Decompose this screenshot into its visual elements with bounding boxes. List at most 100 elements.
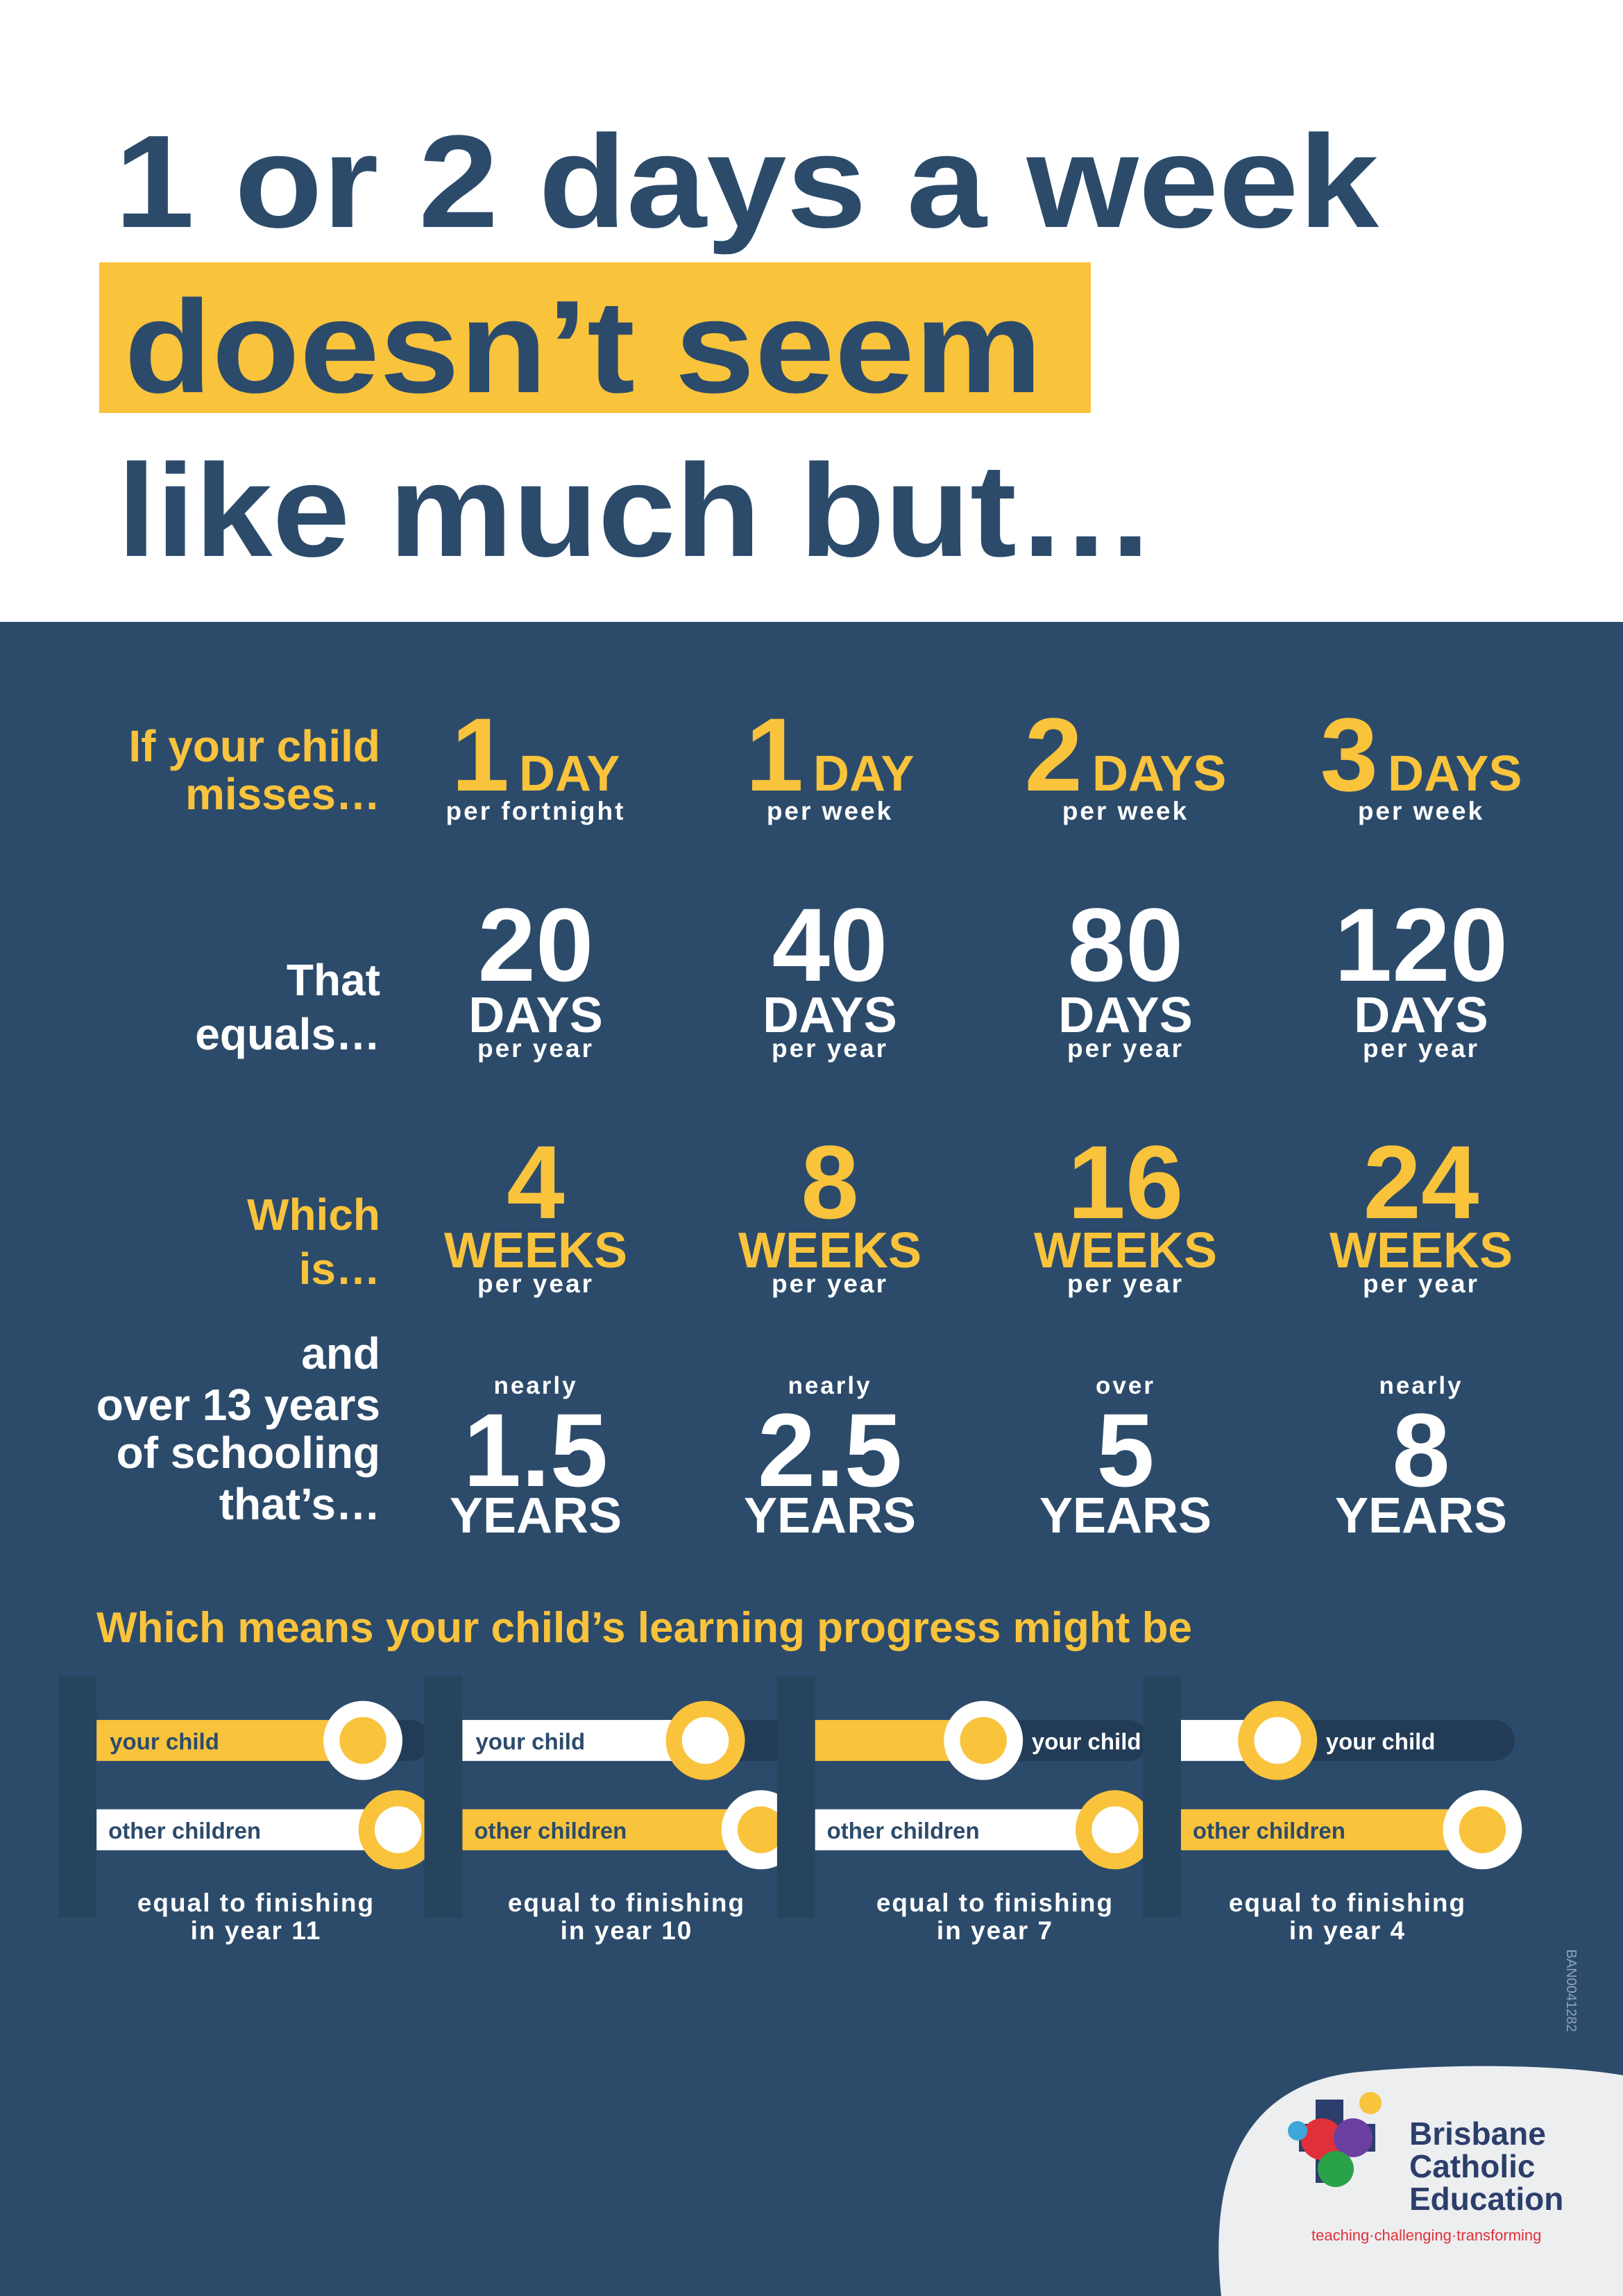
logo-shape — [1334, 2118, 1373, 2157]
other-bar-fill — [815, 1809, 1116, 1850]
your-bar-knob-center — [681, 1716, 729, 1764]
row-label: That — [287, 955, 380, 1005]
your-label: your child — [1032, 1728, 1141, 1754]
caption: in year 11 — [191, 1916, 322, 1945]
cell-unit: DAYS — [1388, 746, 1522, 802]
cell-unit: YEARS — [1335, 1488, 1507, 1544]
cell-note: per year — [1067, 1269, 1184, 1298]
logo-shape — [1288, 2121, 1307, 2141]
other-bar-knob-center — [1091, 1806, 1139, 1853]
cell-number: 8 — [801, 1124, 858, 1240]
cell-unit: DAY — [813, 746, 914, 802]
caption: in year 7 — [937, 1916, 1053, 1945]
other-label: other children — [1193, 1818, 1345, 1843]
caption: equal to finishing — [1229, 1889, 1466, 1917]
cell-number: 40 — [772, 886, 888, 1003]
row-label: is… — [299, 1244, 380, 1294]
cell-note: per week — [767, 797, 893, 825]
other-bar-fill — [1180, 1809, 1483, 1850]
cell-number: 24 — [1363, 1124, 1479, 1240]
caption: equal to finishing — [508, 1889, 745, 1917]
cell-note: per year — [477, 1269, 594, 1298]
logo-shape — [1359, 2092, 1382, 2114]
caption: equal to finishing — [876, 1889, 1114, 1917]
your-bar-knob-center — [1254, 1716, 1301, 1764]
cell-number: 1 — [746, 696, 804, 813]
row-label: that’s… — [219, 1479, 380, 1529]
cell-prefix: nearly — [1379, 1372, 1463, 1399]
cell-number: 5 — [1096, 1392, 1154, 1508]
cell-number: 20 — [478, 886, 594, 1003]
row-label: over 13 years — [96, 1380, 380, 1430]
cell-number: 80 — [1068, 886, 1184, 1003]
row-label: If your child — [128, 721, 380, 771]
group-backdrop — [424, 1675, 463, 1918]
other-bar-fill — [96, 1809, 398, 1850]
cell-note: per year — [1363, 1269, 1479, 1298]
cell-unit: YEARS — [1039, 1488, 1212, 1544]
row-label: of schooling — [117, 1428, 380, 1478]
your-bar-knob-center — [339, 1716, 386, 1764]
cell-unit: WEEKS — [444, 1223, 627, 1278]
cell-unit: WEEKS — [1329, 1223, 1513, 1278]
row-label: Which — [247, 1190, 380, 1240]
cell-unit: DAYS — [1092, 746, 1226, 802]
cell-unit: DAYS — [468, 988, 602, 1043]
other-label: other children — [108, 1818, 261, 1843]
cell-note: per week — [1358, 797, 1484, 825]
cell-number: 16 — [1068, 1124, 1184, 1240]
logo-tagline: teaching·challenging·transforming — [1311, 2227, 1541, 2244]
your-bar-fill — [96, 1720, 364, 1762]
cell-unit: DAYS — [1058, 988, 1192, 1043]
cell-unit: DAY — [519, 746, 620, 802]
logo-shape — [1318, 2151, 1354, 2187]
logo-name: Brisbane — [1409, 2116, 1546, 2152]
row-label: misses… — [185, 769, 380, 819]
cell-prefix: nearly — [788, 1372, 872, 1399]
other-bar-knob-center — [737, 1806, 785, 1853]
highlight — [99, 262, 1091, 413]
cell-note: per week — [1062, 797, 1189, 825]
cell-prefix: over — [1096, 1372, 1155, 1399]
row-label: and — [301, 1328, 380, 1378]
cell-number: 4 — [507, 1124, 564, 1240]
logo-name: Catholic — [1409, 2148, 1535, 2184]
cell-number: 2.5 — [758, 1392, 903, 1508]
group-backdrop — [1143, 1675, 1181, 1918]
progress-title: Which means your child’s learning progre… — [96, 1604, 1192, 1652]
cell-note: per year — [772, 1269, 888, 1298]
cell-note: per fortnight — [446, 797, 626, 825]
caption: equal to finishing — [137, 1889, 375, 1917]
caption: in year 10 — [561, 1916, 693, 1945]
caption: in year 4 — [1289, 1916, 1406, 1945]
row-label: equals… — [195, 1009, 380, 1059]
your-bar-knob-center — [960, 1716, 1007, 1764]
cell-prefix: nearly — [493, 1372, 577, 1399]
cell-unit: WEEKS — [1034, 1223, 1217, 1278]
document-code: BAN0041282 — [1563, 1950, 1579, 2032]
cell-amount: 1 DAY — [452, 696, 620, 813]
your-bar-fill — [462, 1720, 706, 1762]
logo-shape — [1301, 2118, 1343, 2160]
cell-number: 120 — [1334, 886, 1508, 1003]
cell-number: 1 — [452, 696, 509, 813]
cell-unit: DAYS — [1354, 988, 1488, 1043]
headline-line: like much but… — [117, 437, 1156, 584]
your-label: your child — [1326, 1728, 1436, 1754]
cell-number: 8 — [1392, 1392, 1450, 1508]
cell-unit: DAYS — [763, 988, 897, 1043]
panel-background — [0, 622, 1623, 2296]
group-backdrop — [58, 1675, 97, 1918]
headline-line: doesn’t seem — [124, 273, 1042, 421]
your-label: your child — [475, 1728, 585, 1754]
other-bar-knob-center — [1459, 1806, 1506, 1853]
other-label: other children — [827, 1818, 980, 1843]
other-bar-knob-center — [374, 1806, 422, 1853]
cell-amount: 2 DAYS — [1025, 696, 1227, 813]
your-label: your child — [110, 1728, 219, 1754]
cell-number: 1.5 — [464, 1392, 609, 1508]
logo-name: Education — [1409, 2181, 1563, 2217]
cell-unit: YEARS — [450, 1488, 622, 1544]
cell-note: per year — [477, 1034, 594, 1063]
cell-note: per year — [1363, 1034, 1479, 1063]
